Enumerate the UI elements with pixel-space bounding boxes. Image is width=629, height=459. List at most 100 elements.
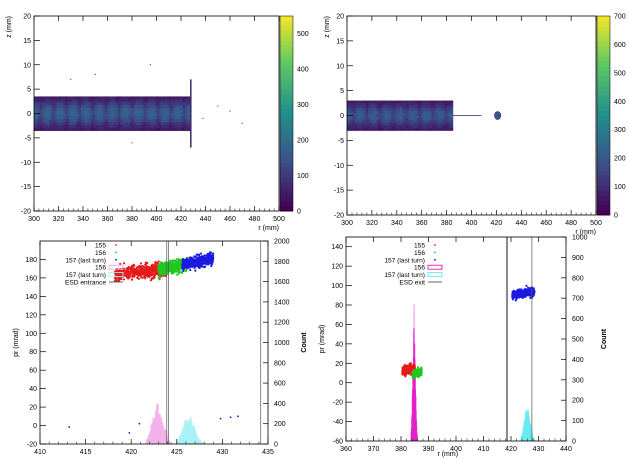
cluster-point xyxy=(209,258,212,261)
cluster-point xyxy=(148,275,151,279)
heatmap-cell xyxy=(363,115,367,119)
heatmap-cell xyxy=(429,113,433,116)
heatmap-cell xyxy=(84,127,88,131)
heatmap-cell xyxy=(39,127,43,131)
heatmap-cell xyxy=(106,122,109,126)
heatmap-cell xyxy=(446,127,449,131)
heatmap-cell xyxy=(53,96,56,100)
cluster-point xyxy=(191,261,194,264)
heatmap-cell xyxy=(361,115,365,119)
heatmap-cell xyxy=(61,119,64,123)
heatmap-cell xyxy=(37,119,41,123)
x-tick-label: 500 xyxy=(590,220,602,227)
cluster-point xyxy=(210,263,213,266)
heatmap-cell xyxy=(157,127,160,131)
heatmap-cell xyxy=(391,113,394,116)
x-tick-label: 410 xyxy=(34,449,46,456)
heatmap-cell xyxy=(355,125,358,129)
histogram-bar xyxy=(150,425,152,444)
heatmap-cell xyxy=(444,110,447,114)
heatmap-cell xyxy=(163,122,166,126)
heatmap-cell xyxy=(397,120,401,124)
heatmap-cell xyxy=(361,125,365,129)
heatmap-cell xyxy=(175,119,178,123)
heatmap-cell xyxy=(402,100,405,104)
histogram-bar xyxy=(524,417,526,441)
heatmap-cell xyxy=(161,127,164,131)
cluster-156 xyxy=(411,366,423,380)
y2-tick-label: 600 xyxy=(274,381,286,388)
heatmap-cell xyxy=(349,117,352,121)
heatmap-cell xyxy=(79,119,82,123)
legend-label: 156 xyxy=(95,265,106,272)
heatmap-cell xyxy=(59,122,62,126)
heatmap-cell xyxy=(84,119,88,123)
heatmap-cell xyxy=(151,127,154,131)
heatmap-cell xyxy=(165,122,168,126)
histogram-bar xyxy=(179,434,181,444)
heatmap-cell xyxy=(427,108,430,111)
cluster-point xyxy=(161,270,164,273)
heatmap-cell xyxy=(414,125,418,129)
x-tick-label: 300 xyxy=(341,220,353,227)
heatmap-cell xyxy=(368,100,371,104)
heatmap-cell xyxy=(133,104,137,109)
heatmap-cell xyxy=(67,96,70,100)
heatmap-cell xyxy=(49,104,53,109)
heatmap-cell xyxy=(77,104,80,109)
heatmap-cell xyxy=(122,107,125,112)
heatmap-cell xyxy=(404,103,407,106)
heatmap-cell xyxy=(65,107,68,112)
cluster-point xyxy=(130,266,133,270)
cluster-point xyxy=(164,264,167,267)
heatmap-cell xyxy=(173,104,176,109)
cluster-point xyxy=(185,266,188,269)
heatmap-cell xyxy=(353,127,356,131)
heatmap-cell xyxy=(43,104,47,109)
heatmap-cell xyxy=(351,105,354,109)
histogram-bar xyxy=(530,423,532,441)
heatmap-cell xyxy=(169,107,172,112)
cluster-point xyxy=(133,275,136,278)
heatmap-cell xyxy=(47,124,51,129)
heatmap-cell xyxy=(135,104,139,109)
heatmap-cell xyxy=(53,124,56,129)
heatmap-cell xyxy=(186,96,190,100)
heatmap-cell xyxy=(361,105,365,109)
heatmap-cell xyxy=(368,122,371,126)
heatmap-cell xyxy=(143,119,147,123)
heatmap-cell xyxy=(122,104,125,109)
heatmap-cell xyxy=(429,117,433,121)
heatmap-cell xyxy=(444,122,447,126)
heatmap-cell xyxy=(167,107,170,112)
heatmap-cell xyxy=(128,113,131,117)
heatmap-cell xyxy=(116,107,119,112)
heatmap-cell xyxy=(118,127,121,131)
heatmap-cell xyxy=(153,113,156,117)
colorbar-segment xyxy=(280,55,293,61)
heatmap-cell xyxy=(412,113,416,116)
heatmap-cell xyxy=(347,115,350,119)
heatmap-cell xyxy=(39,124,43,129)
heatmap-cell xyxy=(175,104,178,109)
heatmap-cell xyxy=(69,119,72,123)
heatmap-cell xyxy=(376,100,380,104)
heatmap-cell xyxy=(412,115,416,119)
x-tick-label: 380 xyxy=(441,220,453,227)
heatmap-cell xyxy=(167,127,170,131)
heatmap-cell xyxy=(100,110,103,114)
colorbar-segment xyxy=(597,175,610,181)
heatmap-cell xyxy=(404,108,407,111)
heatmap-cell xyxy=(79,116,82,120)
heatmap-cell xyxy=(186,127,190,131)
heatmap-cell xyxy=(83,99,86,103)
heatmap-cell xyxy=(67,107,70,112)
heatmap-cell xyxy=(406,122,409,126)
heatmap-cell xyxy=(108,113,111,117)
heatmap-cell xyxy=(92,110,96,114)
heatmap-cell xyxy=(171,113,174,117)
colorbar-segment xyxy=(280,98,293,105)
colorbar-segment xyxy=(280,186,293,192)
heatmap-cell xyxy=(431,105,435,109)
cluster-point xyxy=(413,363,416,366)
